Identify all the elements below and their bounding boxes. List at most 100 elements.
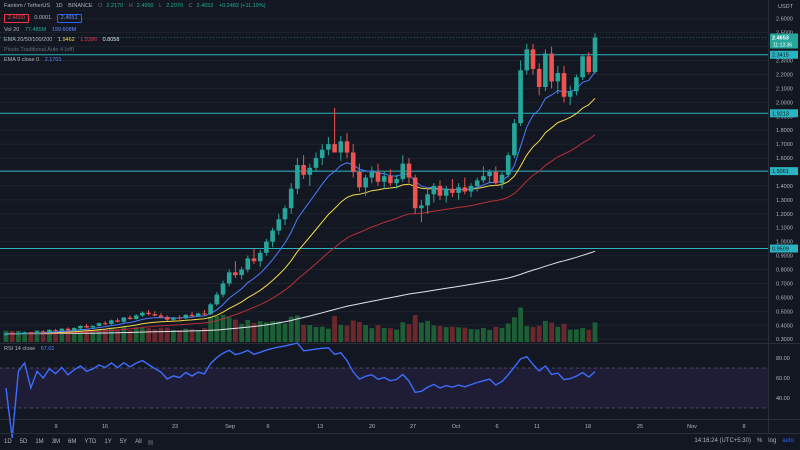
candle-body[interactable] [264, 241, 269, 253]
calendar-icon[interactable]: ▤ [147, 439, 154, 446]
candle-body[interactable] [332, 144, 337, 153]
candle-body[interactable] [524, 49, 530, 71]
candle-body[interactable] [543, 53, 548, 87]
candle-body[interactable] [226, 272, 232, 284]
candle-body[interactable] [561, 73, 567, 97]
candle-body[interactable] [462, 187, 468, 192]
candle-body[interactable] [313, 158, 319, 168]
ema9-legend[interactable]: EMA 9 close 0 2.1701 [4, 57, 66, 64]
candle-body[interactable] [239, 269, 244, 276]
candle-body[interactable] [437, 185, 443, 196]
candle-body[interactable] [164, 316, 170, 320]
candle-body[interactable] [350, 152, 356, 172]
candle-body[interactable] [574, 77, 579, 92]
candle-body[interactable] [549, 53, 554, 82]
candle-body[interactable] [431, 185, 437, 195]
volume-legend[interactable]: Vol 20 77.485M 199.608M [4, 27, 80, 34]
candle-body[interactable] [47, 330, 52, 333]
rsi-legend[interactable]: RSI 14 close 67.01 [4, 346, 58, 353]
candle-body[interactable] [425, 194, 430, 206]
candle-body[interactable] [536, 68, 542, 87]
timeframe-button-5y[interactable]: 5Y [119, 439, 128, 445]
candle-body[interactable] [195, 313, 201, 317]
candle-body[interactable] [270, 230, 275, 242]
auto-toggle[interactable]: auto [782, 438, 794, 444]
candle-body[interactable] [202, 313, 207, 315]
candle-body[interactable] [257, 252, 263, 262]
candle-body[interactable] [443, 188, 449, 196]
buy-button[interactable]: 2.4651 [56, 14, 82, 23]
candle-body[interactable] [276, 219, 282, 231]
candle-body[interactable] [208, 304, 213, 315]
candle-body[interactable] [102, 323, 108, 325]
candle-body[interactable] [512, 123, 517, 156]
candle-body[interactable] [474, 180, 480, 186]
candle-body[interactable] [245, 258, 251, 270]
candle-body[interactable] [295, 165, 300, 189]
candle-body[interactable] [183, 314, 189, 319]
candle-body[interactable] [493, 172, 499, 184]
candle-body[interactable] [326, 144, 331, 150]
candle-body[interactable] [592, 37, 598, 73]
candle-body[interactable] [456, 187, 461, 193]
candle-body[interactable] [555, 73, 561, 82]
candle-body[interactable] [71, 328, 77, 331]
timeframe-button-5d[interactable]: 5D [19, 439, 28, 445]
candle-body[interactable] [177, 317, 182, 319]
candle-body[interactable] [357, 172, 362, 188]
timeframe-button-3m[interactable]: 3M [51, 439, 61, 445]
candle-body[interactable] [22, 332, 27, 334]
candle-body[interactable] [65, 328, 71, 331]
candle-body[interactable] [3, 333, 9, 336]
candle-body[interactable] [189, 314, 195, 317]
candle-body[interactable] [28, 332, 34, 334]
candle-body[interactable] [319, 149, 325, 159]
timeframe-button-ytd[interactable]: YTD [84, 439, 97, 445]
candle-body[interactable] [59, 328, 65, 331]
candle-body[interactable] [481, 176, 486, 181]
candle-body[interactable] [158, 315, 164, 317]
candle-body[interactable] [419, 205, 424, 209]
candle-body[interactable] [96, 323, 102, 326]
candle-body[interactable] [400, 163, 406, 179]
candle-body[interactable] [363, 177, 368, 188]
candle-body[interactable] [344, 141, 350, 153]
candle-body[interactable] [251, 258, 257, 262]
candle-body[interactable] [375, 172, 381, 182]
candle-body[interactable] [140, 312, 145, 316]
candle-body[interactable] [121, 317, 127, 322]
candle-body[interactable] [53, 330, 58, 332]
candle-body[interactable] [586, 56, 592, 73]
candle-body[interactable] [146, 312, 151, 315]
candle-body[interactable] [133, 315, 139, 320]
candle-body[interactable] [580, 56, 585, 78]
pivots-legend[interactable]: Pivots Traditional Auto 4 (off) [4, 47, 78, 54]
candle-body[interactable] [487, 172, 492, 177]
candle-body[interactable] [84, 325, 89, 328]
candle-body[interactable] [338, 141, 344, 153]
timeframe-button-1d[interactable]: 1D [4, 439, 12, 445]
candle-body[interactable] [499, 174, 505, 184]
candle-body[interactable] [115, 320, 120, 322]
candle-body[interactable] [214, 294, 220, 305]
candle-body[interactable] [233, 272, 238, 276]
candle-body[interactable] [109, 320, 114, 324]
candle-body[interactable] [567, 91, 573, 97]
candle-body[interactable] [9, 333, 15, 335]
candle-body[interactable] [282, 208, 288, 220]
candle-body[interactable] [127, 317, 133, 320]
candle-body[interactable] [518, 70, 523, 124]
candle-body[interactable] [34, 331, 40, 334]
candle-body[interactable] [78, 325, 83, 329]
ema-ribbon-legend[interactable]: EMA 20/50/100/200 1.9462 1.5286 0.8058 [4, 37, 123, 44]
candle-body[interactable] [369, 172, 375, 178]
candle-body[interactable] [90, 325, 96, 328]
candle-body[interactable] [288, 188, 294, 209]
candle-body[interactable] [40, 331, 46, 333]
timeframe-button-all[interactable]: All [135, 439, 142, 445]
candle-body[interactable] [530, 49, 536, 69]
candle-body[interactable] [171, 317, 176, 320]
timeframe-button-1m[interactable]: 1M [35, 439, 44, 445]
candle-body[interactable] [301, 165, 306, 175]
